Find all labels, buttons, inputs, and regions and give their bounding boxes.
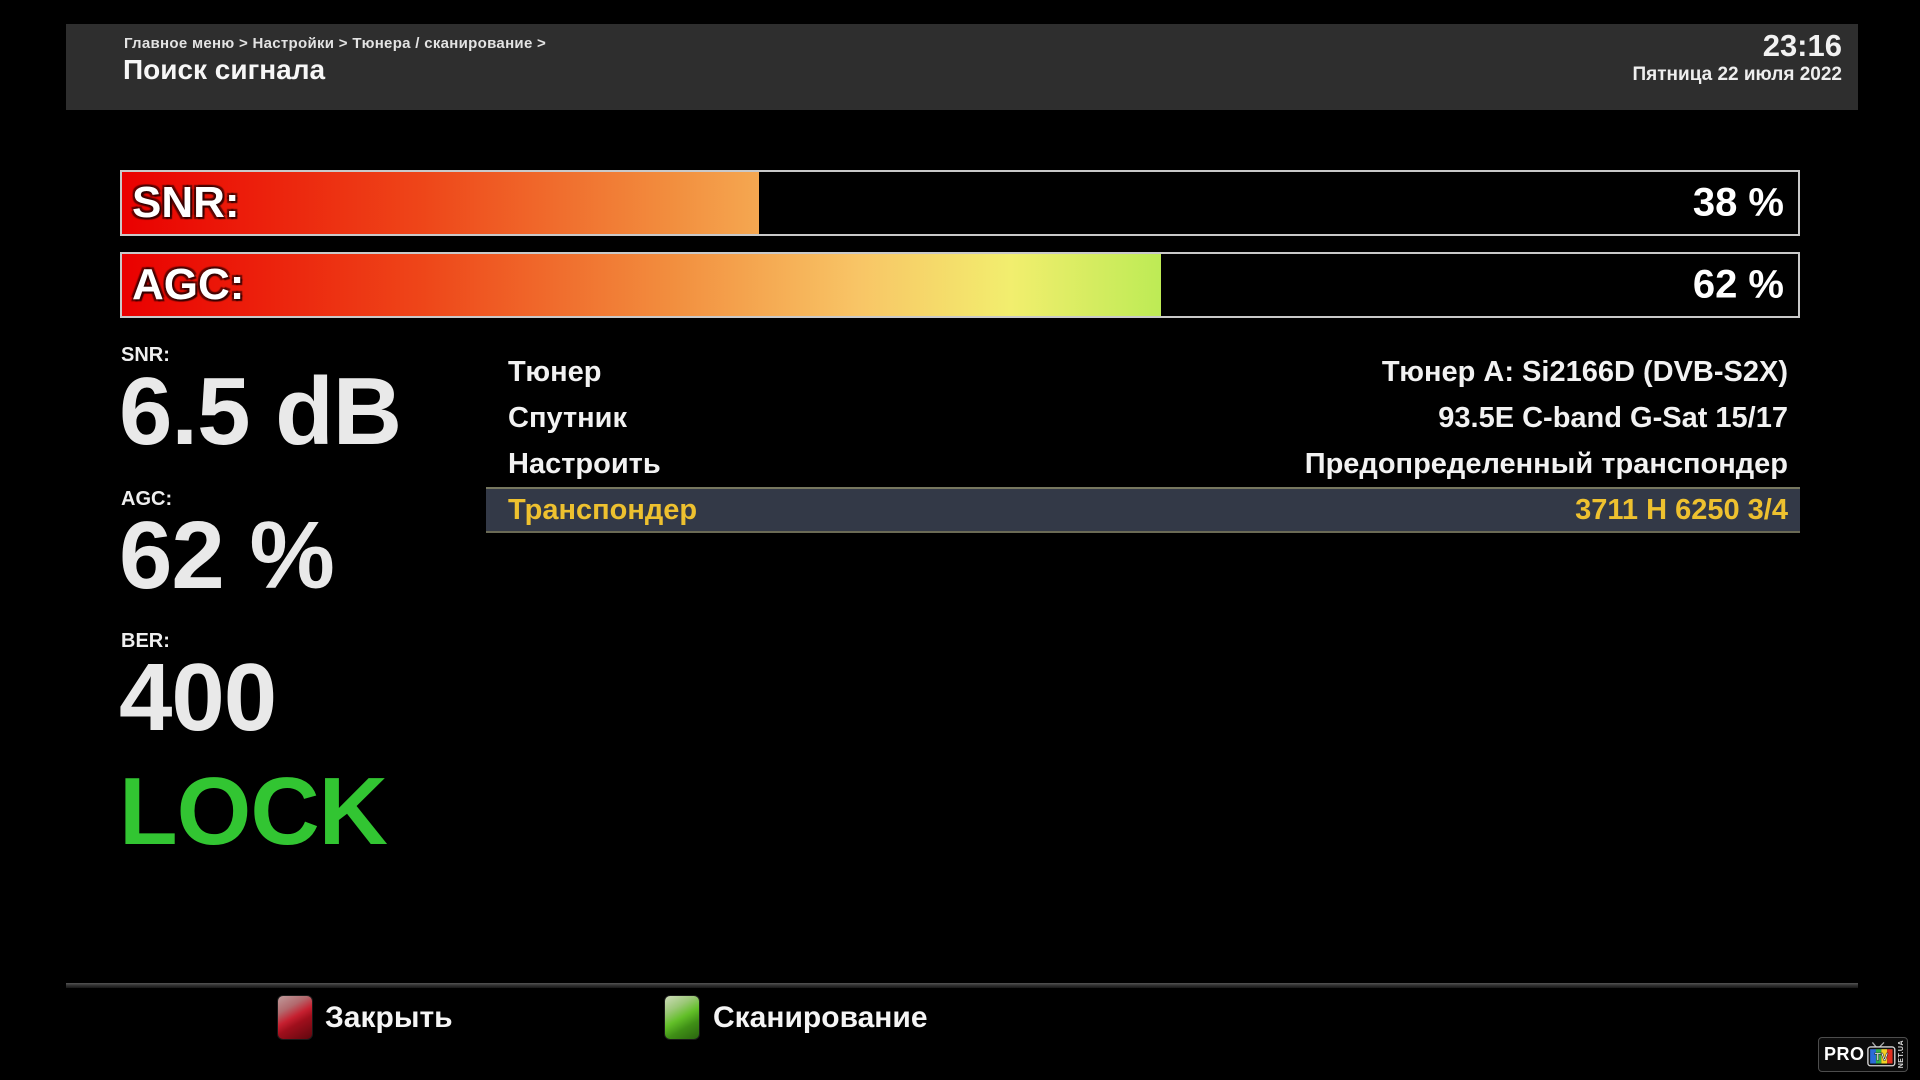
ber-stat-label: BER: (121, 630, 170, 652)
agc-stat-label: AGC: (121, 488, 173, 510)
logo-pro-text: PRO (1824, 1044, 1865, 1064)
snr-bar-empty (758, 172, 1798, 234)
red-close-button[interactable] (277, 995, 313, 1040)
clock-time: 23:16 (1762, 28, 1842, 63)
agc-stat-value: 62 % (119, 502, 335, 609)
tuner-row-label: Тюнер (508, 355, 602, 388)
settings-list: Тюнер Тюнер A: Si2166D (DVB-S2X) Спутник… (486, 349, 1800, 533)
settings-row-tuner[interactable]: Тюнер Тюнер A: Si2166D (DVB-S2X) (486, 349, 1800, 395)
settings-row-satellite[interactable]: Спутник 93.5E C-band G-Sat 15/17 (486, 395, 1800, 441)
agc-bar-empty (1161, 254, 1798, 316)
settings-row-tune-mode[interactable]: Настроить Предопределенный транспондер (486, 441, 1800, 487)
clock-date: Пятница 22 июля 2022 (1632, 64, 1842, 85)
snr-signal-bar: SNR: 38 % (120, 170, 1800, 236)
satellite-row-label: Спутник (508, 401, 628, 434)
green-scan-button[interactable] (664, 995, 700, 1040)
ber-stat-value: 400 (119, 644, 277, 751)
tuner-row-value: Тюнер A: Si2166D (DVB-S2X) (1381, 355, 1788, 388)
clock: 23:16 Пятница 22 июля 2022 (1632, 28, 1842, 86)
transponder-row-label: Транспондер (508, 493, 698, 526)
scan-button-label[interactable]: Сканирование (713, 1001, 928, 1034)
tune-mode-row-value: Предопределенный транспондер (1304, 447, 1788, 480)
header-bar: Главное меню > Настройки > Тюнера / скан… (66, 24, 1858, 110)
breadcrumb: Главное меню > Настройки > Тюнера / скан… (124, 35, 547, 52)
page-title: Поиск сигнала (123, 54, 326, 85)
agc-signal-bar: AGC: 62 % (120, 252, 1800, 318)
snr-stat-label: SNR: (121, 344, 170, 366)
svg-text:TV: TV (1874, 1051, 1889, 1063)
snr-stat-value: 6.5 dB (119, 358, 402, 465)
agc-bar-label: AGC: (132, 260, 245, 309)
agc-bar-value: 62 % (1692, 262, 1784, 307)
tv-icon: TV (1866, 1041, 1895, 1066)
transponder-row-value: 3711 H 6250 3/4 (1575, 493, 1788, 526)
snr-bar-label: SNR: (132, 178, 240, 227)
protv-logo: PRO TV NET.UA (1818, 1037, 1908, 1072)
tune-mode-row-label: Настроить (508, 447, 661, 480)
close-button-label[interactable]: Закрыть (325, 1001, 453, 1034)
settings-row-transponder[interactable]: Транспондер 3711 H 6250 3/4 (486, 487, 1800, 533)
snr-bar-value: 38 % (1692, 180, 1784, 225)
logo-net-text: NET.UA (1898, 1040, 1905, 1069)
footer-divider (66, 983, 1858, 988)
lock-status: LOCK (119, 758, 388, 865)
satellite-row-value: 93.5E C-band G-Sat 15/17 (1438, 401, 1788, 434)
